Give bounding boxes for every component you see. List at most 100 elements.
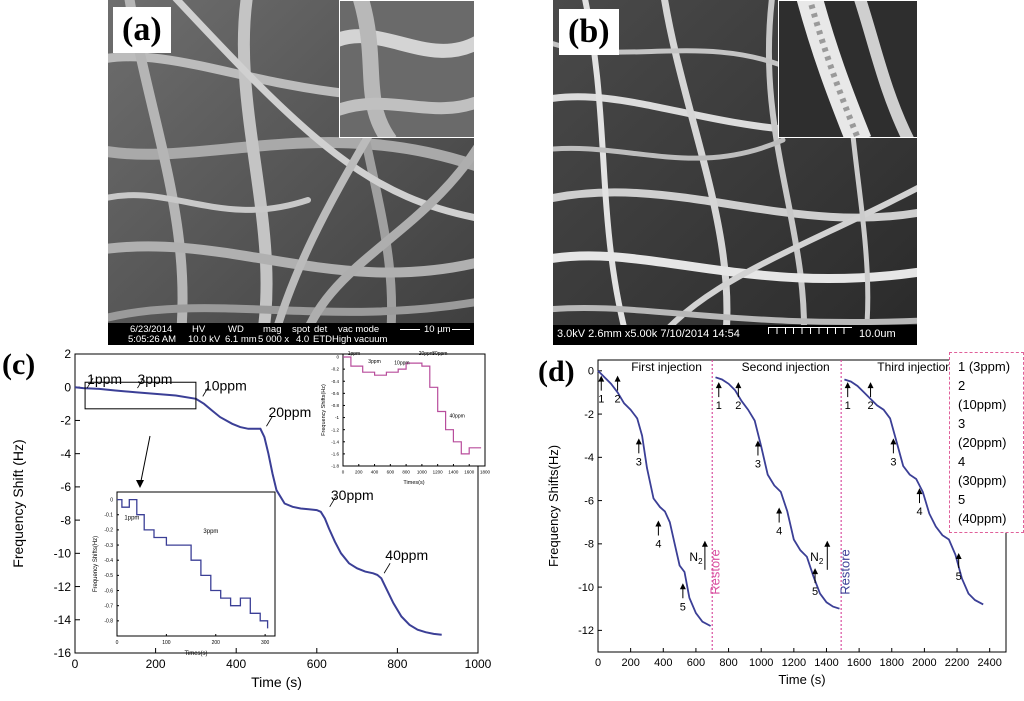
sem-det-label: det: [314, 324, 328, 335]
panel-label-a: (a): [113, 7, 171, 53]
c-main-xtick-label: 1000: [465, 657, 492, 671]
c-inset-right-group: 0 200 400 600 800 1000 1200 1400 1600 1800 0 -0.2 -0…: [321, 351, 491, 486]
d-marker-label: 5: [812, 586, 818, 598]
c-main-annotation: 3ppm: [137, 371, 172, 387]
fiber-closeup-a: [340, 1, 474, 137]
d-marker-label: 1: [845, 400, 851, 412]
sem-date: 6/23/2014: [130, 324, 173, 335]
d-main-ytick-label: -10: [578, 582, 594, 594]
c-inset-left-xtick-label: 100: [162, 640, 171, 646]
c-annotation-pointer: [383, 563, 391, 574]
d-marker-arrowhead: [598, 375, 605, 382]
sem-vac-value: High vacuum: [332, 334, 388, 345]
c-main-annotation: 20ppm: [268, 404, 311, 420]
d-main-ytick-label: -4: [584, 452, 594, 464]
sem-image-a: (a) 6/23/2014 5:05:26 AM HV 10.0 kV WD 6…: [108, 0, 474, 345]
c-inset-right-annotation: 40ppm: [450, 414, 465, 420]
panel-label-d: (d): [538, 355, 575, 388]
d-marker-label: 2: [615, 394, 621, 406]
d-main-ytick-label: -6: [584, 495, 594, 507]
c-inset-left-ytick-label: -0.4: [104, 558, 113, 564]
c-inset-right-series-line-0: [343, 356, 482, 455]
d-main-xlabel: Time (s): [778, 672, 825, 687]
d-n2-label: N2: [689, 550, 703, 566]
c-main-frame: [74, 353, 479, 654]
d-main-xtick-label: 1800: [880, 657, 904, 669]
c-inset-right-ytick-label: -1.6: [331, 451, 339, 456]
c-inset-right-annotation: 30ppm: [432, 351, 447, 357]
d-main-xtick-label: 800: [719, 657, 737, 669]
c-main-group: 0 200 400 600 800 100020-2-4-6-8-10-12-14-16T…: [10, 347, 492, 690]
scale-label-b: 10.0um: [859, 328, 896, 340]
d-n2-arrowhead: [824, 540, 831, 547]
c-inset-right-xtick-label: 600: [387, 470, 395, 475]
c-inset-right-ytick-label: -0.6: [331, 391, 339, 396]
d-main-ytick-label: -2: [584, 409, 594, 421]
c-inset-left-ytick-label: -0.3: [104, 543, 113, 549]
c-inset-right-xtick-label: 1800: [480, 470, 491, 475]
sem-hv-label: HV: [192, 324, 206, 335]
d-n2-arrowhead: [701, 540, 708, 547]
c-main-ytick-label: -14: [54, 613, 72, 627]
c-main-xtick-label: 0: [72, 657, 79, 671]
c-main-annotation: 10ppm: [204, 378, 247, 394]
c-main-xtick-label: 400: [226, 657, 246, 671]
c-inset-left-annotation: 3ppm: [203, 529, 218, 535]
d-main-series-line-1: [715, 376, 840, 610]
c-inset-right-frame: [342, 353, 486, 467]
d-main-xtick-label: 1400: [814, 657, 838, 669]
c-inset-right-ytick-label: -1: [335, 415, 339, 420]
d-marker-label: 5: [680, 601, 686, 613]
d-marker-arrowhead: [715, 382, 722, 389]
d-marker-arrowhead: [867, 382, 874, 389]
c-inset-right-xtick-label: 0: [342, 470, 345, 475]
c-zoom-arrowhead: [136, 480, 144, 488]
c-zoom-arrow: [139, 435, 151, 487]
d-main-ylabel: Frequency Shifts(Hz): [546, 445, 561, 567]
c-main-xtick-label: 600: [307, 657, 327, 671]
c-main-ytick-label: -2: [60, 414, 71, 428]
sem-spot-value: 4.0: [296, 334, 310, 345]
c-inset-right-annotation: 20ppm: [419, 351, 434, 357]
d-main-xtick-label: 2400: [977, 657, 1001, 669]
c-inset-left-xtick-label: 300: [261, 640, 270, 646]
panel-label-b: (b): [559, 9, 619, 55]
c-main-xtick-label: 200: [146, 657, 166, 671]
c-main-xlabel: Time (s): [251, 674, 302, 690]
sem-hv-value: 10.0 kV: [188, 334, 221, 345]
legend-item: 1 (3ppm): [958, 359, 1011, 374]
c-inset-right-xtick-label: 200: [355, 470, 363, 475]
c-inset-right-xtick-label: 800: [402, 470, 410, 475]
c-inset-left-xtick-label: 0: [116, 640, 119, 646]
c-annotation-pointer: [266, 416, 273, 427]
scale-ticks-b: [768, 327, 852, 334]
sem-inset-b: [778, 0, 917, 138]
d-marker-arrowhead: [655, 520, 662, 527]
sem-mag-value: 5 000 x: [258, 334, 290, 345]
sem-wd-value: 6.1 mm: [225, 334, 257, 345]
scale-bar-a-end: [452, 329, 470, 330]
c-inset-right-xtick-label: 1000: [417, 470, 428, 475]
c-inset-left-ytick-label: -0.2: [104, 528, 113, 534]
c-inset-right-annotation: 3ppm: [368, 359, 381, 365]
c-inset-left-ytick-label: -0.5: [104, 573, 113, 579]
c-inset-left-frame: [116, 491, 276, 637]
c-inset-left-series-line-0: [117, 498, 269, 629]
d-injection-title: First injection: [631, 360, 702, 374]
panel-label-c: (c): [2, 348, 36, 381]
c-inset-left-ytick-label: -0.7: [104, 603, 113, 609]
d-injection-title: Third injection: [877, 360, 952, 374]
d-main-xtick-label: 200: [621, 657, 639, 669]
d-marker-arrowhead: [776, 507, 783, 514]
sem-info-text-b: 3.0kV 2.6mm x5.00k 7/10/2014 14:54: [557, 328, 740, 340]
d-main-ytick-label: 0: [588, 366, 594, 378]
c-inset-right-ytick-label: 0: [336, 355, 339, 360]
sem-time: 5:05:26 AM: [128, 334, 177, 345]
d-main-xtick-label: 2000: [912, 657, 936, 669]
c-inset-left-xlabel: Times(s): [184, 651, 207, 657]
c-main-ytick-label: -12: [54, 580, 72, 594]
d-marker-arrowhead: [890, 438, 897, 445]
sem-det-value: ETD: [313, 334, 332, 345]
c-inset-left-xtick-label: 200: [212, 640, 221, 646]
c-main-xtick-label: 800: [387, 657, 407, 671]
